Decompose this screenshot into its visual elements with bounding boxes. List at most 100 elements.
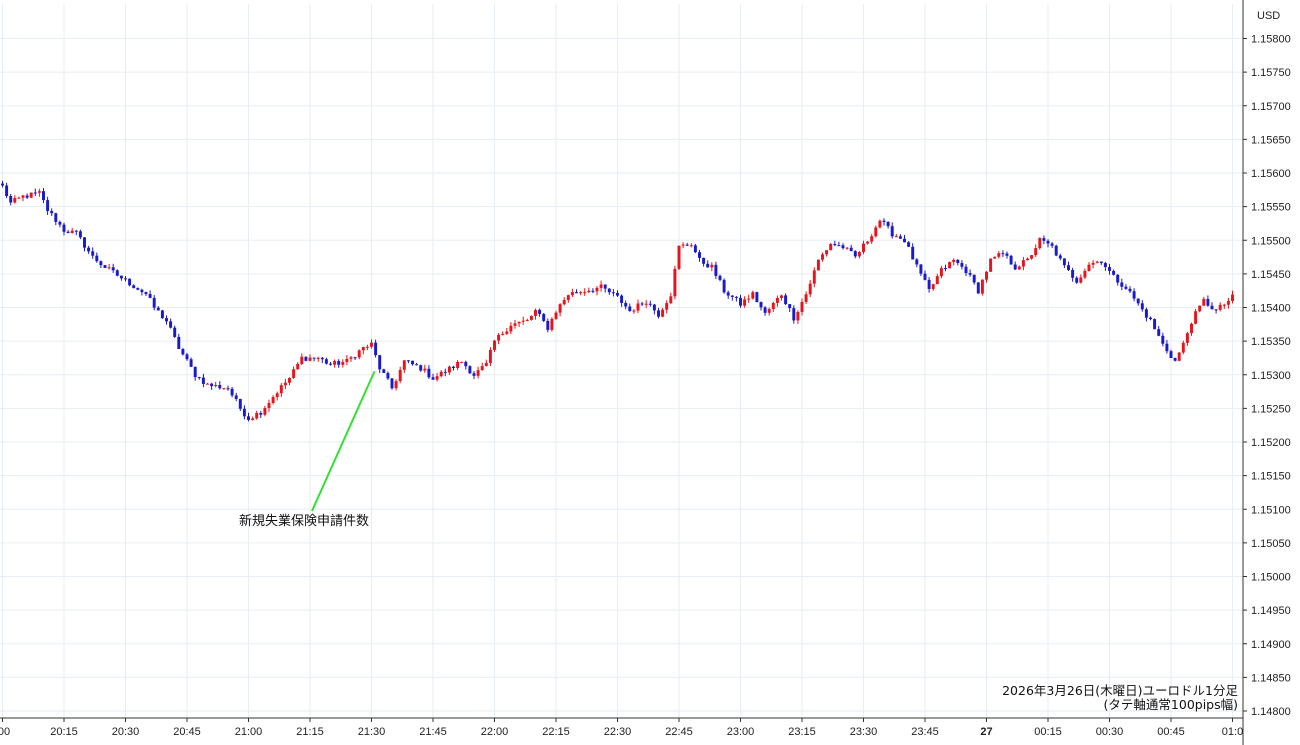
candle-body <box>739 297 742 306</box>
candle-body <box>784 295 788 305</box>
candle-body <box>406 360 410 362</box>
candle-body <box>812 270 816 284</box>
candle-body <box>173 327 177 337</box>
x-tick-label: :00 <box>0 726 10 738</box>
y-tick-label: 1.15650 <box>1251 134 1291 146</box>
candle-body <box>747 298 751 300</box>
candle-body <box>66 231 70 234</box>
candle-body <box>759 302 763 308</box>
candle-body <box>54 213 58 222</box>
candle-body <box>1165 343 1169 352</box>
candle-body <box>1030 255 1034 259</box>
candle-body <box>607 288 611 293</box>
candle-body <box>152 297 156 308</box>
x-tick-label: 23:00 <box>727 726 755 738</box>
candle-body <box>944 268 947 270</box>
y-tick-label: 1.15800 <box>1251 34 1291 46</box>
candle-body <box>83 237 86 248</box>
x-tick-label: 22:45 <box>665 726 693 738</box>
chart-subcaption: (タテ軸通常100pips幅) <box>1103 697 1238 712</box>
candle-body <box>620 295 624 303</box>
candle-body <box>464 361 468 367</box>
candle-body <box>702 257 706 264</box>
y-tick-label: 1.15300 <box>1251 370 1291 382</box>
candle-body <box>804 294 808 302</box>
y-tick-label: 1.15700 <box>1251 101 1291 113</box>
candle-body <box>419 365 423 371</box>
candle-body <box>25 195 29 198</box>
candle-body <box>673 268 677 297</box>
y-tick-label: 1.15450 <box>1251 269 1291 281</box>
candle-body <box>443 371 447 373</box>
candle-body <box>292 369 296 378</box>
candle-body <box>652 304 656 311</box>
time-axis[interactable]: :00 20:15 20:30 20:45 21:00 21:15 21:30 21:45 22… <box>0 718 1243 738</box>
candle-body <box>472 373 476 376</box>
candle-body <box>308 357 312 361</box>
candle-body <box>1042 238 1046 241</box>
candle-body <box>734 296 738 298</box>
candle-body <box>50 210 54 214</box>
candle-body <box>628 306 632 311</box>
y-tick-label: 1.14900 <box>1251 639 1291 651</box>
candle-body <box>1005 253 1009 256</box>
candle-body <box>460 361 464 363</box>
x-tick-label: 21:00 <box>235 726 263 738</box>
candle-body <box>751 292 755 299</box>
grid-lines <box>0 4 1243 718</box>
candle-body <box>550 318 554 330</box>
candle-body <box>279 385 283 394</box>
candle-body <box>632 310 636 312</box>
candle-body <box>603 284 607 289</box>
candle-body <box>1190 323 1193 334</box>
candle-body <box>1210 305 1214 310</box>
candle-body <box>566 295 570 301</box>
candle-body <box>398 369 402 382</box>
candle-body <box>1099 261 1103 264</box>
candle-body <box>70 230 74 234</box>
candle-body <box>644 303 648 305</box>
candle-body <box>657 310 660 317</box>
candle-body <box>935 276 939 285</box>
candle-body <box>374 342 378 356</box>
price-axis[interactable]: 1.15800 1.15750 1.15700 1.15650 1.15600 1.155… <box>1243 34 1291 719</box>
candle-body <box>874 227 878 237</box>
candle-body <box>1153 319 1157 330</box>
candle-body <box>964 266 968 274</box>
candle-body <box>546 320 550 330</box>
candle-body <box>497 334 501 341</box>
candle-body <box>788 304 792 309</box>
candle-body <box>357 350 361 358</box>
candle-body <box>378 355 382 370</box>
candle-body <box>275 393 279 398</box>
candle-body <box>345 358 349 363</box>
candle-body <box>411 360 414 365</box>
candle-body <box>382 369 386 373</box>
candle-body <box>283 382 287 386</box>
candle-body <box>33 192 37 194</box>
candle-body <box>312 357 316 359</box>
candle-body <box>189 359 193 367</box>
candle-body <box>1079 277 1083 283</box>
candle-body <box>1083 270 1087 278</box>
x-tick-label: 00:45 <box>1157 726 1185 738</box>
candle-body <box>5 185 9 197</box>
candle-body <box>570 292 574 296</box>
candle-body <box>1103 263 1107 268</box>
candle-body <box>427 368 431 378</box>
candle-body <box>775 297 779 303</box>
candle-body <box>808 283 812 295</box>
candle-body <box>841 245 845 249</box>
candle-body <box>91 251 95 256</box>
candle-body <box>579 292 583 294</box>
y-tick-label: 1.15600 <box>1251 168 1291 180</box>
candle-body <box>689 245 693 247</box>
candle-body <box>1226 300 1230 305</box>
candle-body <box>821 254 824 260</box>
candle-body <box>857 252 861 257</box>
candle-body <box>1108 267 1111 271</box>
candle-body <box>952 259 956 263</box>
candle-body <box>447 366 451 373</box>
candle-body <box>1185 333 1189 343</box>
